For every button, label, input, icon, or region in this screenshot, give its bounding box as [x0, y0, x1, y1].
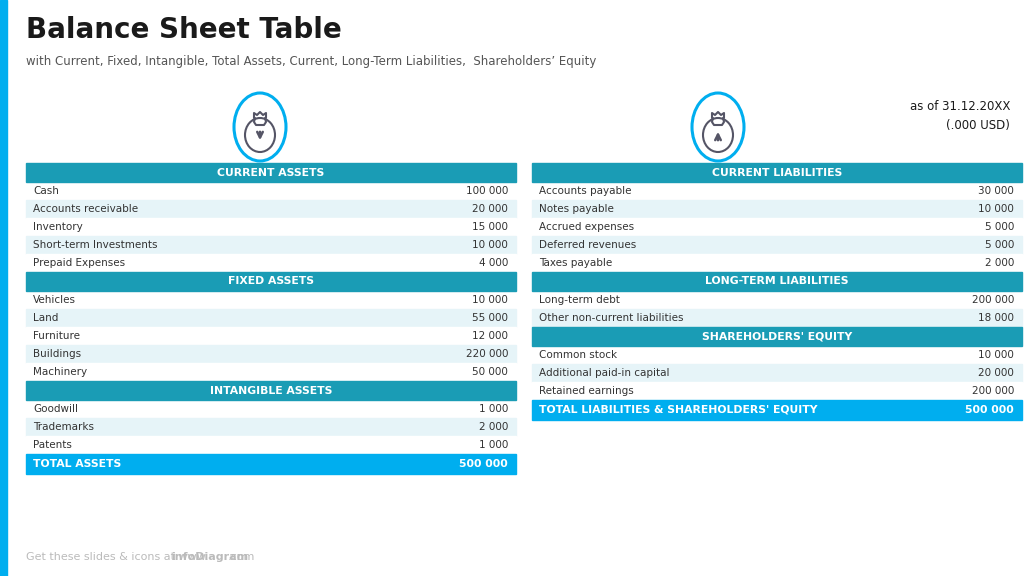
Text: 1 000: 1 000	[478, 440, 508, 450]
Text: 10 000: 10 000	[472, 240, 508, 250]
Text: 4 000: 4 000	[478, 258, 508, 268]
Text: Long-term debt: Long-term debt	[539, 295, 620, 305]
Text: Trademarks: Trademarks	[33, 422, 94, 432]
Ellipse shape	[245, 118, 275, 152]
Text: Notes payable: Notes payable	[539, 204, 613, 214]
Text: TOTAL ASSETS: TOTAL ASSETS	[33, 459, 121, 469]
Bar	[532, 254, 1022, 272]
Bar	[532, 400, 1022, 420]
Bar	[26, 381, 516, 400]
Bar	[532, 236, 1022, 254]
Text: Retained earnings: Retained earnings	[539, 386, 634, 396]
Bar	[532, 364, 1022, 382]
Bar	[26, 327, 516, 345]
Bar	[532, 272, 1022, 291]
Text: Deferred revenues: Deferred revenues	[539, 240, 636, 250]
Text: 5 000: 5 000	[985, 222, 1014, 232]
Text: 20 000: 20 000	[978, 368, 1014, 378]
Bar	[532, 291, 1022, 309]
Text: FIXED ASSETS: FIXED ASSETS	[228, 276, 314, 286]
Text: TOTAL LIABILITIES & SHAREHOLDERS' EQUITY: TOTAL LIABILITIES & SHAREHOLDERS' EQUITY	[539, 405, 817, 415]
Text: 200 000: 200 000	[972, 386, 1014, 396]
Text: Other non-current liabilities: Other non-current liabilities	[539, 313, 683, 323]
Text: 20 000: 20 000	[472, 204, 508, 214]
Text: Cash: Cash	[33, 186, 58, 196]
Text: LONG-TERM LIABILITIES: LONG-TERM LIABILITIES	[706, 276, 849, 286]
Text: Buildings: Buildings	[33, 349, 81, 359]
Bar	[26, 309, 516, 327]
Bar	[532, 327, 1022, 346]
Text: 2 000: 2 000	[478, 422, 508, 432]
Bar	[532, 309, 1022, 327]
Text: 10 000: 10 000	[472, 295, 508, 305]
Text: 12 000: 12 000	[472, 331, 508, 341]
Text: as of 31.12.20XX
(.000 USD): as of 31.12.20XX (.000 USD)	[909, 100, 1010, 132]
Text: CURRENT ASSETS: CURRENT ASSETS	[217, 168, 325, 177]
Bar	[26, 200, 516, 218]
Text: Inventory: Inventory	[33, 222, 83, 232]
Bar	[26, 400, 516, 418]
Text: Vehicles: Vehicles	[33, 295, 76, 305]
Text: 10 000: 10 000	[978, 204, 1014, 214]
Text: 2 000: 2 000	[985, 258, 1014, 268]
Bar	[26, 182, 516, 200]
Text: Additional paid-in capital: Additional paid-in capital	[539, 368, 670, 378]
Text: 30 000: 30 000	[978, 186, 1014, 196]
Ellipse shape	[703, 118, 733, 152]
Text: Machinery: Machinery	[33, 367, 87, 377]
Text: Taxes payable: Taxes payable	[539, 258, 612, 268]
Text: Land: Land	[33, 313, 58, 323]
Bar	[532, 382, 1022, 400]
Text: Accounts receivable: Accounts receivable	[33, 204, 138, 214]
Text: Accrued expenses: Accrued expenses	[539, 222, 634, 232]
Text: Short-term Investments: Short-term Investments	[33, 240, 158, 250]
Text: Furniture: Furniture	[33, 331, 80, 341]
Text: infoDiagram: infoDiagram	[172, 552, 249, 562]
Text: 50 000: 50 000	[472, 367, 508, 377]
Text: Goodwill: Goodwill	[33, 404, 78, 414]
Text: with Current, Fixed, Intangible, Total Assets, Current, Long-Term Liabilities,  : with Current, Fixed, Intangible, Total A…	[26, 55, 596, 68]
Text: 18 000: 18 000	[978, 313, 1014, 323]
Bar	[26, 218, 516, 236]
Text: 500 000: 500 000	[459, 459, 508, 469]
Bar	[26, 163, 516, 182]
Text: 55 000: 55 000	[472, 313, 508, 323]
Text: CURRENT LIABILITIES: CURRENT LIABILITIES	[712, 168, 842, 177]
Bar	[26, 254, 516, 272]
Bar	[532, 200, 1022, 218]
Text: Get these slides & icons at www.: Get these slides & icons at www.	[26, 552, 209, 562]
Bar	[532, 218, 1022, 236]
Text: Prepaid Expenses: Prepaid Expenses	[33, 258, 125, 268]
Bar	[26, 272, 516, 291]
Bar	[0, 0, 7, 576]
Text: Accounts payable: Accounts payable	[539, 186, 632, 196]
Text: INTANGIBLE ASSETS: INTANGIBLE ASSETS	[210, 385, 332, 396]
Text: 500 000: 500 000	[966, 405, 1014, 415]
Text: 1 000: 1 000	[478, 404, 508, 414]
Bar	[26, 291, 516, 309]
Bar	[26, 236, 516, 254]
Text: Balance Sheet Table: Balance Sheet Table	[26, 16, 342, 44]
Text: 100 000: 100 000	[466, 186, 508, 196]
Bar	[532, 346, 1022, 364]
Bar	[26, 418, 516, 436]
Text: Common stock: Common stock	[539, 350, 617, 360]
Text: 10 000: 10 000	[978, 350, 1014, 360]
Text: 15 000: 15 000	[472, 222, 508, 232]
Text: .com: .com	[227, 552, 255, 562]
Text: 220 000: 220 000	[466, 349, 508, 359]
Text: 200 000: 200 000	[972, 295, 1014, 305]
Bar	[26, 454, 516, 474]
Bar	[26, 363, 516, 381]
Bar	[26, 345, 516, 363]
Bar	[26, 436, 516, 454]
Bar	[532, 182, 1022, 200]
Text: 5 000: 5 000	[985, 240, 1014, 250]
Text: Patents: Patents	[33, 440, 72, 450]
Bar	[532, 163, 1022, 182]
Text: SHAREHOLDERS' EQUITY: SHAREHOLDERS' EQUITY	[701, 332, 852, 342]
